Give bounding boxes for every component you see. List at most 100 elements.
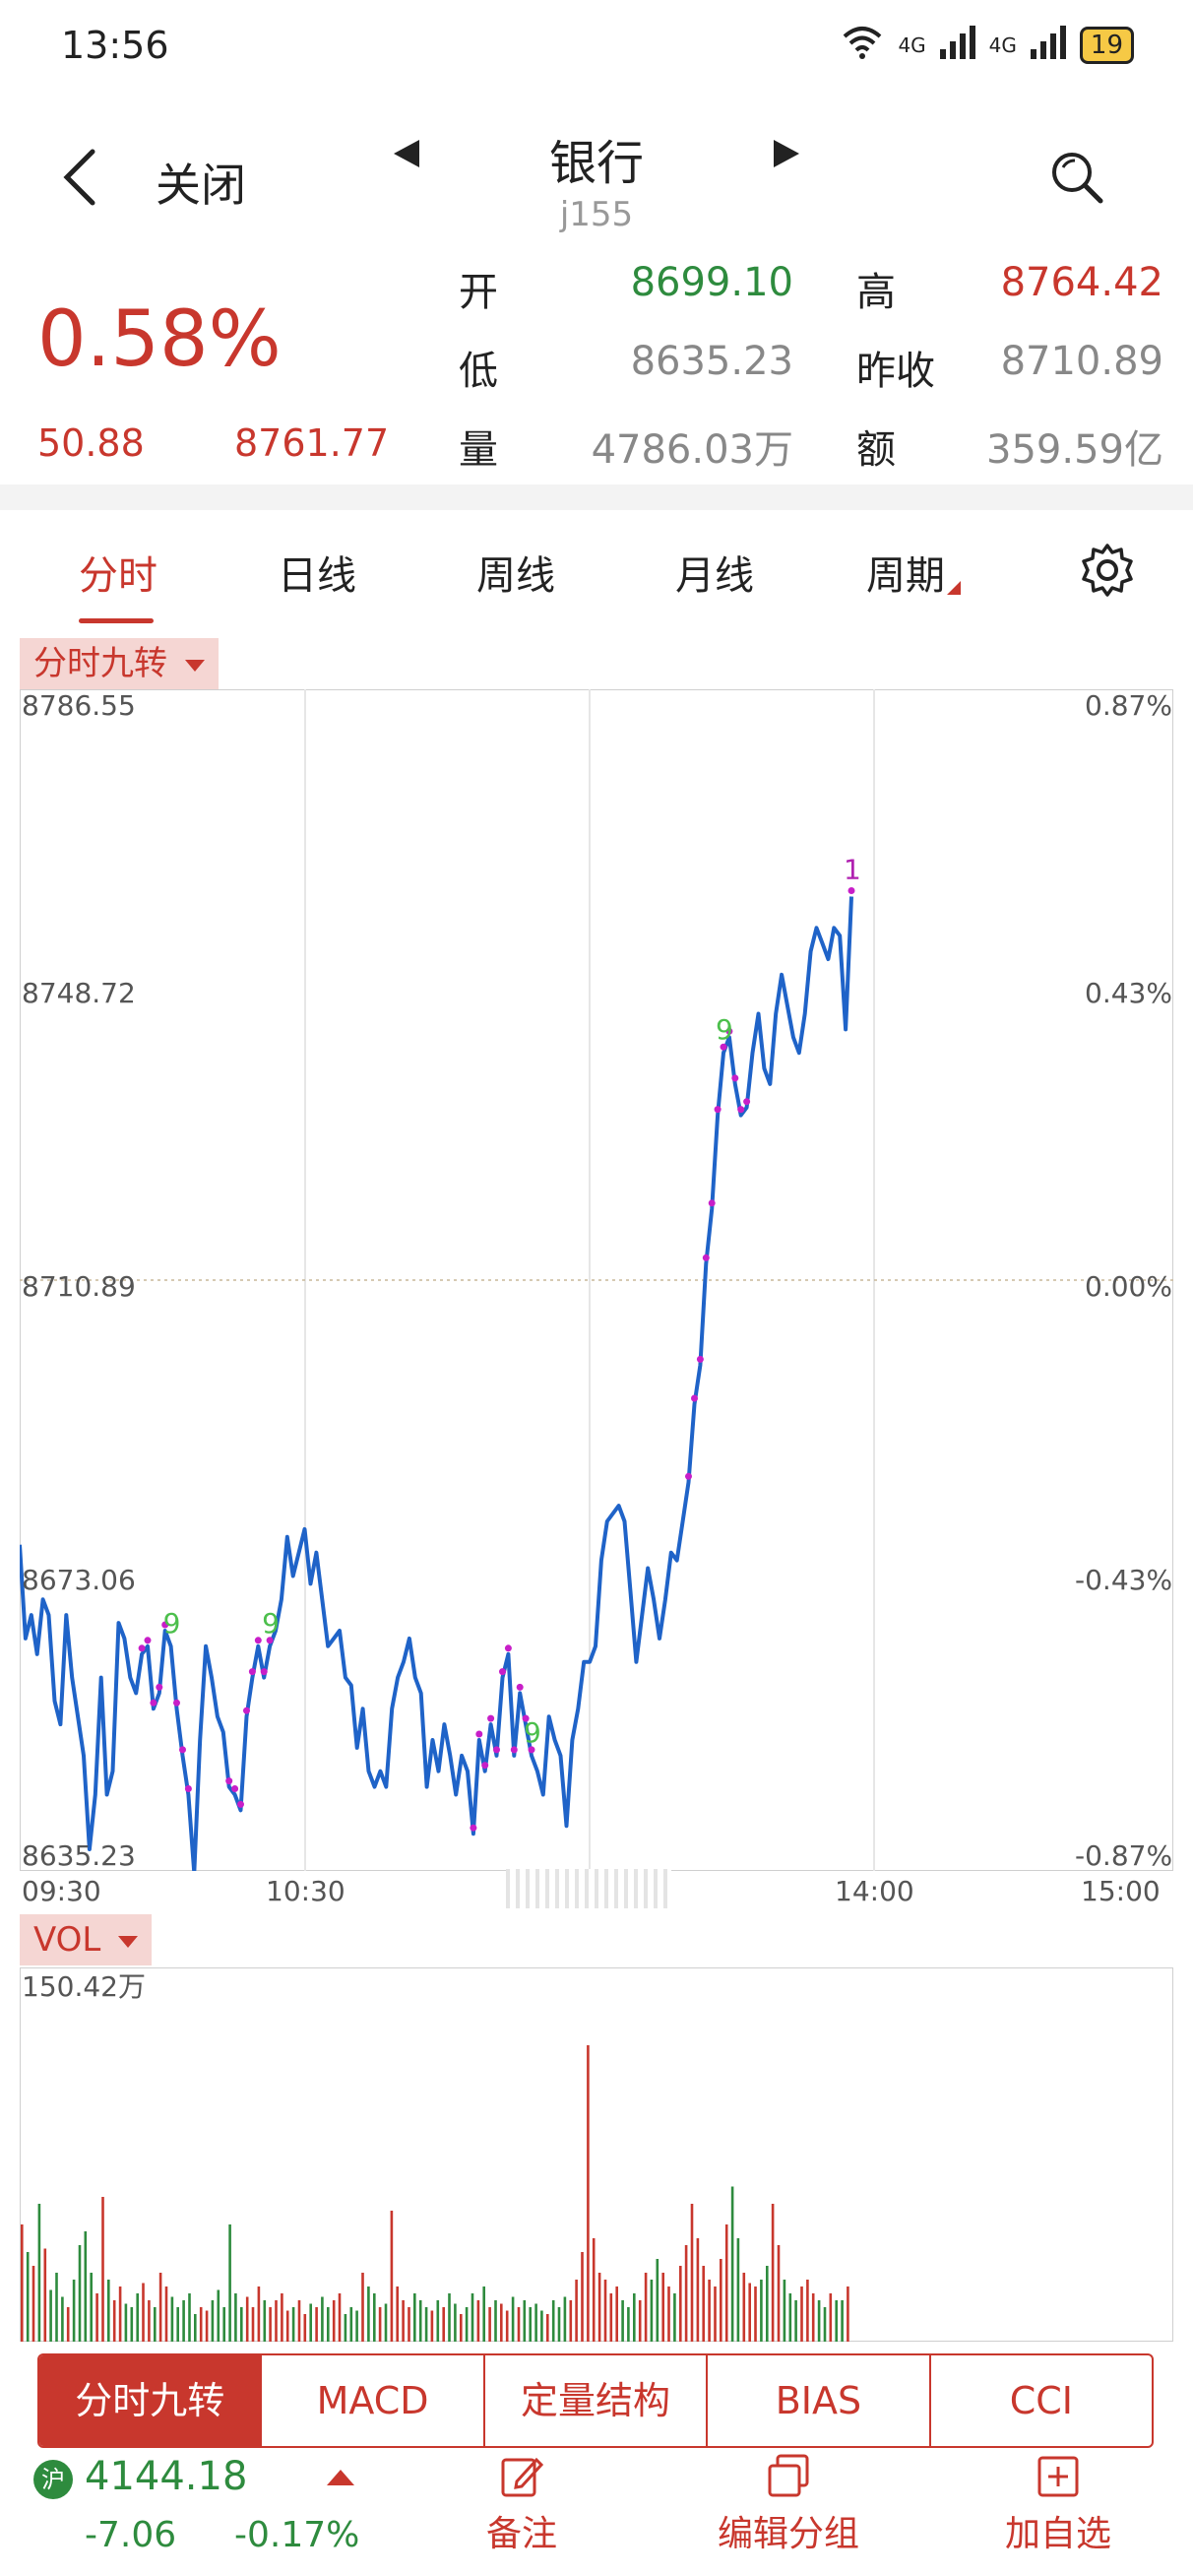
signal-dot bbox=[161, 1621, 169, 1629]
volume-bar bbox=[327, 2307, 330, 2342]
signal-dot bbox=[266, 1637, 274, 1644]
gear-icon[interactable] bbox=[1079, 542, 1136, 599]
indicator-tab-bias[interactable]: BIAS bbox=[708, 2355, 931, 2446]
volume-bar bbox=[841, 2300, 844, 2342]
volume-bar bbox=[476, 2300, 480, 2342]
volume-bar bbox=[66, 2307, 70, 2342]
search-icon[interactable] bbox=[1047, 148, 1106, 207]
volume-max-label: 150.42万 bbox=[22, 1970, 146, 2003]
volume-bar bbox=[285, 2310, 289, 2342]
volume-bar bbox=[291, 2307, 295, 2342]
indicator-selector[interactable]: 分时九转 bbox=[20, 638, 219, 689]
volume-bar bbox=[355, 2310, 358, 2342]
indicator-tab-jiuzhuan[interactable]: 分时九转 bbox=[39, 2355, 263, 2446]
volume-bar bbox=[482, 2286, 485, 2342]
note-button[interactable]: 备注 bbox=[463, 2452, 581, 2556]
volume-bar bbox=[714, 2286, 717, 2342]
tab-intraday[interactable]: 分时 bbox=[79, 553, 157, 599]
y-tick-left-1: 8748.72 bbox=[22, 977, 136, 1009]
signal-dot bbox=[522, 1714, 530, 1722]
volume-bar bbox=[112, 2300, 116, 2342]
volume-bar bbox=[240, 2307, 243, 2342]
signal-dot bbox=[138, 1644, 146, 1652]
volume-bar bbox=[263, 2300, 267, 2342]
volume-bar bbox=[408, 2307, 410, 2342]
volume-bar bbox=[158, 2273, 162, 2342]
volume-bar bbox=[142, 2283, 145, 2342]
volume-bar bbox=[84, 2231, 88, 2342]
signal-dot bbox=[260, 1668, 268, 1676]
signal-dot bbox=[225, 1777, 233, 1785]
volume-bar bbox=[107, 2280, 110, 2342]
volume-indicator-selector[interactable]: VOL bbox=[20, 1914, 153, 1965]
indicator-tab-cci[interactable]: CCI bbox=[1009, 2379, 1073, 2422]
volume-bar bbox=[95, 2293, 98, 2342]
volume-bar bbox=[817, 2300, 821, 2342]
next-stock-icon[interactable] bbox=[768, 136, 803, 171]
volume-bar bbox=[194, 2314, 197, 2342]
volume-bar bbox=[465, 2307, 469, 2342]
volume-bar bbox=[783, 2280, 786, 2342]
tab-period[interactable]: 周期 bbox=[866, 553, 945, 599]
signal-dot bbox=[731, 1074, 739, 1082]
previous-stock-icon[interactable] bbox=[390, 136, 425, 171]
expand-up-icon[interactable] bbox=[327, 2470, 354, 2485]
volume-bar bbox=[21, 2224, 24, 2342]
tab-weekly[interactable]: 周线 bbox=[476, 553, 555, 599]
signal-dot bbox=[144, 1637, 152, 1644]
indicator-tab-macd[interactable]: MACD bbox=[262, 2355, 485, 2446]
signal-dot bbox=[173, 1699, 180, 1707]
close-button[interactable]: 关闭 bbox=[156, 159, 246, 212]
volume-bar bbox=[777, 2245, 781, 2342]
y-tick-left-4: 8635.23 bbox=[22, 1839, 136, 1872]
back-arrow-icon[interactable] bbox=[57, 148, 106, 207]
volume-chart[interactable] bbox=[20, 1967, 1173, 2342]
volume-bar bbox=[794, 2300, 797, 2342]
signal-dot bbox=[243, 1707, 250, 1714]
volume-bar bbox=[505, 2310, 509, 2342]
signal-dot bbox=[499, 1668, 506, 1676]
intraday-chart[interactable]: 9 9 9 9 1 bbox=[20, 689, 1173, 1871]
volume-bar bbox=[754, 2286, 757, 2342]
volume-bar bbox=[563, 2296, 567, 2342]
tab-monthly[interactable]: 月线 bbox=[675, 553, 754, 599]
volume-bar bbox=[269, 2307, 272, 2342]
tab-daily[interactable]: 日线 bbox=[278, 553, 356, 599]
period-dropdown-icon bbox=[947, 581, 961, 595]
volume-bar bbox=[748, 2283, 751, 2342]
volume-bar bbox=[460, 2314, 463, 2342]
open-value: 8699.10 bbox=[630, 260, 793, 305]
y-tick-left-0: 8786.55 bbox=[22, 689, 136, 722]
volume-bar bbox=[581, 2252, 584, 2342]
volume-bar bbox=[424, 2307, 428, 2342]
volume-bar bbox=[575, 2280, 578, 2342]
signal-dot bbox=[848, 887, 855, 894]
index-change-pct: -0.17% bbox=[234, 2515, 360, 2555]
volume-bar bbox=[338, 2293, 342, 2342]
page-title: 银行 bbox=[548, 136, 644, 191]
signal-dot bbox=[487, 1714, 495, 1722]
volume-bar bbox=[448, 2293, 451, 2342]
volume-bar bbox=[742, 2273, 746, 2342]
volume-bar bbox=[281, 2293, 283, 2342]
volume-bar bbox=[367, 2286, 370, 2342]
edit-group-button[interactable]: 编辑分组 bbox=[705, 2452, 872, 2556]
signal-dot bbox=[470, 1824, 477, 1832]
volume-label: 量 bbox=[459, 427, 498, 473]
indicator-tab-structure[interactable]: 定量结构 bbox=[485, 2355, 709, 2446]
volume-bar bbox=[597, 2273, 601, 2342]
active-tab-indicator bbox=[79, 618, 154, 623]
status-time: 13:56 bbox=[61, 24, 169, 67]
volume-bar bbox=[529, 2307, 532, 2342]
y-tick-left-2: 8710.89 bbox=[22, 1270, 136, 1303]
prev-close-label: 昨收 bbox=[856, 349, 935, 394]
volume-bar bbox=[245, 2296, 249, 2342]
signal-label-1: 4G bbox=[898, 33, 926, 57]
index-value[interactable]: 4144.18 bbox=[85, 2454, 248, 2499]
chart-scroll-handle[interactable] bbox=[506, 1869, 671, 1908]
signal-dot bbox=[714, 1106, 722, 1114]
volume-bar bbox=[835, 2300, 838, 2342]
volume-bar bbox=[587, 2045, 590, 2342]
signal-label: 9 bbox=[716, 1013, 733, 1046]
add-watchlist-button[interactable]: 加自选 bbox=[994, 2452, 1122, 2556]
